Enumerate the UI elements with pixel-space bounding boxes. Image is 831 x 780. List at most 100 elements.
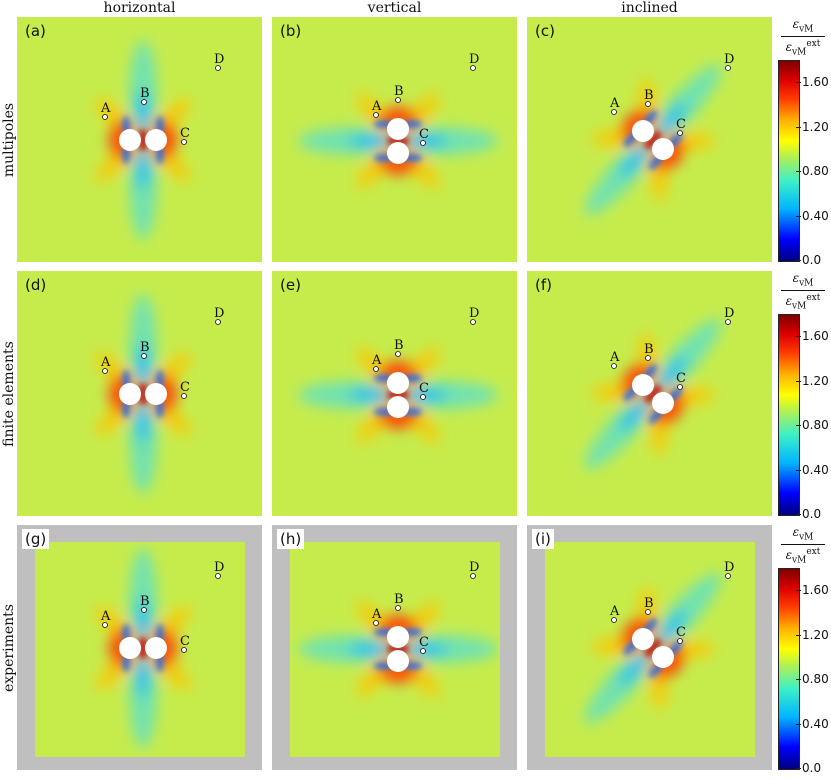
- point-marker: [373, 620, 379, 626]
- point-marker: [395, 97, 401, 103]
- panel-g: A B C D (g): [17, 525, 262, 770]
- colorbar-tick: 0.80: [796, 418, 829, 433]
- colorbar-tick: 1.20: [796, 373, 829, 388]
- colorbar-tick: 0.0: [795, 507, 822, 521]
- inclusion: [387, 142, 409, 164]
- inclusion: [387, 118, 409, 140]
- point-label: C: [676, 371, 686, 386]
- point-label: A: [609, 350, 620, 365]
- point-marker: [611, 109, 617, 115]
- panel-e: A B C D (e): [272, 271, 517, 516]
- panel-letter: (c): [535, 22, 555, 40]
- inclusion: [119, 637, 141, 659]
- point-marker: [181, 393, 187, 399]
- panel-letter: (f): [535, 276, 552, 294]
- point-label: C: [419, 381, 429, 396]
- point-marker: [181, 139, 187, 145]
- inclusion: [119, 129, 141, 151]
- point-label: D: [214, 52, 224, 67]
- panel-b: A B C D (b): [272, 17, 517, 262]
- inclusion: [387, 650, 409, 672]
- point-marker: [420, 394, 426, 400]
- point-label: A: [371, 99, 382, 114]
- point-marker: [395, 351, 401, 357]
- colorbar-tick: 0.40: [796, 208, 829, 223]
- point-label: B: [140, 594, 150, 609]
- colorbar-tick: 1.20: [796, 119, 829, 134]
- point-label: A: [100, 609, 111, 624]
- point-marker: [420, 648, 426, 654]
- panel-f: A B C D (f): [527, 271, 772, 516]
- colorbar-label: εvM εvMext: [775, 526, 831, 568]
- colorbar-tick: 1.60: [796, 583, 829, 598]
- inclusion: [145, 129, 167, 151]
- column-title-vertical: vertical: [367, 0, 422, 16]
- point-label: B: [140, 340, 150, 355]
- point-label: D: [724, 52, 734, 67]
- point-label: A: [100, 355, 111, 370]
- point-marker: [677, 384, 683, 390]
- point-marker: [181, 647, 187, 653]
- inclusion: [145, 637, 167, 659]
- point-label: A: [609, 604, 620, 619]
- point-label: C: [419, 635, 429, 650]
- point-label: A: [371, 607, 382, 622]
- inclusion: [652, 646, 674, 668]
- point-label: B: [644, 88, 654, 103]
- point-label: C: [180, 126, 190, 141]
- colorbar-tick: 1.20: [796, 627, 829, 642]
- point-label: C: [676, 625, 686, 640]
- inclusion: [387, 626, 409, 648]
- inclusion: [652, 138, 674, 160]
- point-marker: [470, 65, 476, 71]
- row-title-finite-elements: finite elements: [1, 340, 17, 447]
- point-marker: [611, 363, 617, 369]
- point-label: C: [419, 127, 429, 142]
- colorbar-tick: 0.0: [795, 253, 822, 267]
- colorbar-tick: 0.40: [796, 462, 829, 477]
- panel-h: A B C D (h): [272, 525, 517, 770]
- point-marker: [645, 101, 651, 107]
- point-marker: [141, 353, 147, 359]
- point-label: B: [644, 596, 654, 611]
- point-label: D: [724, 306, 734, 321]
- point-marker: [141, 99, 147, 105]
- point-label: D: [469, 306, 479, 321]
- inclusion: [632, 374, 654, 396]
- point-marker: [677, 130, 683, 136]
- point-marker: [102, 368, 108, 374]
- point-label: B: [394, 592, 404, 607]
- point-marker: [677, 638, 683, 644]
- panel-letter: (i): [532, 529, 554, 549]
- point-marker: [725, 65, 731, 71]
- colorbar-tick: 0.80: [796, 672, 829, 687]
- column-title-horizontal: horizontal: [103, 0, 176, 16]
- row-title-experiments: experiments: [1, 603, 17, 692]
- point-label: B: [140, 86, 150, 101]
- point-marker: [373, 366, 379, 372]
- point-marker: [725, 573, 731, 579]
- point-marker: [611, 617, 617, 623]
- point-label: D: [214, 306, 224, 321]
- point-label: B: [644, 342, 654, 357]
- colorbar: [778, 60, 800, 262]
- panel-a: A B C D (a): [17, 17, 262, 262]
- colorbar-tick: 0.40: [796, 716, 829, 731]
- panel-i: A B C D (i): [527, 525, 772, 770]
- point-marker: [420, 140, 426, 146]
- panel-letter: (d): [25, 276, 47, 294]
- point-label: A: [371, 353, 382, 368]
- colorbar-tick: 1.60: [796, 329, 829, 344]
- inclusion: [387, 372, 409, 394]
- point-marker: [215, 65, 221, 71]
- point-marker: [470, 573, 476, 579]
- column-title-inclined: inclined: [621, 0, 678, 16]
- colorbar-tick: 1.60: [796, 75, 829, 90]
- point-marker: [645, 355, 651, 361]
